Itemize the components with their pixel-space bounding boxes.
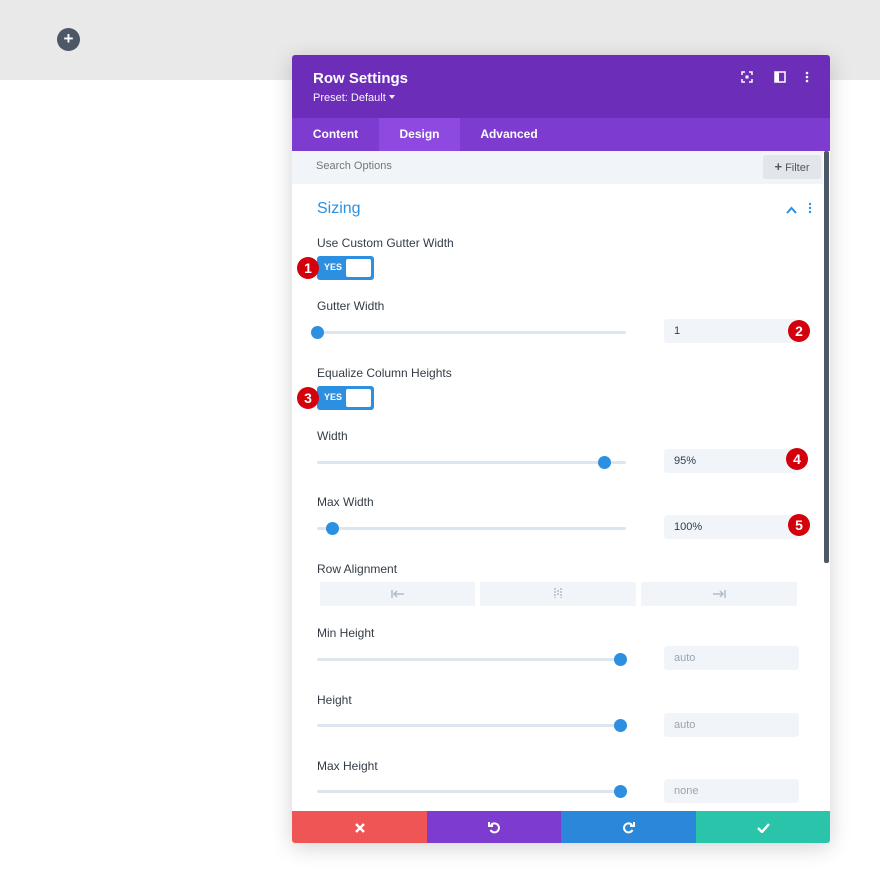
gutter-width-slider[interactable] <box>311 326 626 339</box>
max-height-input[interactable]: none <box>664 779 799 803</box>
search-bar: +Filter <box>292 151 823 184</box>
align-right-icon <box>713 590 726 598</box>
annotation-badge-5: 5 <box>788 514 810 536</box>
annotation-badge-2: 2 <box>788 320 810 342</box>
min-height-label: Min Height <box>317 626 375 640</box>
add-section-button[interactable]: + <box>57 28 80 51</box>
slider-thumb[interactable] <box>326 522 340 535</box>
align-center-button[interactable] <box>480 582 636 606</box>
gutter-width-label: Gutter Width <box>317 299 385 313</box>
section-kebab-icon[interactable] <box>808 202 812 217</box>
caret-down-icon <box>388 95 395 99</box>
undo-icon <box>487 822 500 834</box>
use-custom-gutter-toggle[interactable]: YES <box>317 256 374 280</box>
section-title-sizing[interactable]: Sizing <box>317 200 361 217</box>
sidebar-layout-icon[interactable] <box>773 71 787 85</box>
max-width-slider[interactable] <box>317 522 626 535</box>
equalize-heights-toggle[interactable]: YES <box>317 386 374 410</box>
annotation-badge-1: 1 <box>297 257 319 279</box>
width-label: Width <box>317 429 348 443</box>
max-width-label: Max Width <box>317 495 374 509</box>
annotation-badge-4: 4 <box>786 448 808 470</box>
plus-icon: + <box>774 159 783 174</box>
preset-label: Preset: Default <box>313 92 386 104</box>
use-custom-gutter-label: Use Custom Gutter Width <box>317 236 454 250</box>
redo-button[interactable] <box>561 811 696 843</box>
min-height-input[interactable]: auto <box>664 646 799 670</box>
tab-content[interactable]: Content <box>312 127 359 141</box>
align-right-button[interactable] <box>641 582 797 606</box>
toggle-knob <box>346 259 371 277</box>
plus-icon: + <box>63 29 74 48</box>
row-alignment-label: Row Alignment <box>317 562 398 576</box>
align-left-icon <box>390 590 404 598</box>
align-left-button[interactable] <box>320 582 475 606</box>
chevron-up-icon[interactable] <box>786 203 797 217</box>
checkmark-icon <box>756 823 770 834</box>
filter-button[interactable]: + Filter <box>763 155 821 179</box>
annotation-badge-3: 3 <box>297 387 319 409</box>
equalize-heights-label: Equalize Column Heights <box>317 366 452 380</box>
save-button[interactable] <box>696 811 830 843</box>
max-height-slider[interactable] <box>317 785 627 798</box>
redo-icon <box>623 822 635 834</box>
min-height-slider[interactable] <box>317 653 627 666</box>
slider-thumb[interactable] <box>598 456 612 469</box>
toggle-knob <box>346 389 371 407</box>
modal-title: Row Settings <box>313 70 409 87</box>
height-slider[interactable] <box>317 719 627 732</box>
toggle-state: YES <box>324 392 343 402</box>
slider-thumb[interactable] <box>613 653 627 666</box>
max-width-input[interactable]: 100% <box>664 515 799 539</box>
slider-thumb[interactable] <box>613 785 627 798</box>
modal-header: Row Settings Preset: Default <box>292 55 830 118</box>
height-label: Height <box>317 693 352 707</box>
settings-tabs: Content Design Advanced <box>292 118 830 151</box>
filter-label: Filter <box>785 162 810 174</box>
cancel-button[interactable] <box>292 811 427 843</box>
tab-design[interactable]: Design <box>379 118 460 151</box>
close-icon <box>354 823 365 833</box>
slider-thumb[interactable] <box>311 326 324 339</box>
width-slider[interactable] <box>317 456 626 469</box>
gutter-width-input[interactable]: 1 <box>664 319 799 343</box>
height-input[interactable]: auto <box>664 713 799 737</box>
undo-button[interactable] <box>427 811 561 843</box>
row-settings-modal: Row Settings Preset: Default Content Des… <box>292 55 830 843</box>
max-height-label: Max Height <box>317 759 378 773</box>
toggle-state: YES <box>324 262 343 272</box>
preset-selector[interactable]: Preset: Default <box>313 92 395 104</box>
scrollbar[interactable] <box>824 151 829 563</box>
search-input[interactable] <box>316 160 616 172</box>
width-input[interactable]: 95% <box>664 449 799 473</box>
fullscreen-icon[interactable] <box>740 71 754 85</box>
tab-advanced[interactable]: Advanced <box>480 127 538 141</box>
modal-footer <box>292 811 830 843</box>
kebab-menu-icon[interactable] <box>800 71 814 85</box>
align-center-icon <box>554 588 562 598</box>
slider-thumb[interactable] <box>613 719 627 732</box>
